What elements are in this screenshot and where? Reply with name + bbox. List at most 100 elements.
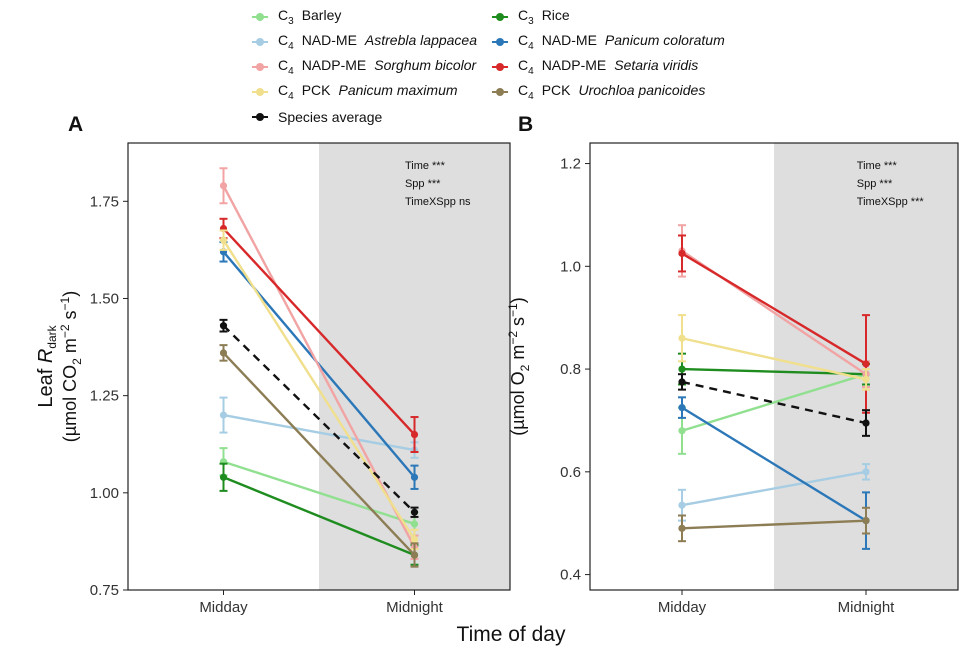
panel-b-line-barley: [681, 373, 867, 432]
panel-b-label: B: [518, 113, 533, 136]
legend-item-sorghum: C4 NADP-ME Sorghum bicolor: [250, 56, 476, 78]
legend-item-urochloa: C4 PCK Urochloa panicoides: [490, 81, 705, 103]
legend-label-panicum_col: C4 NAD-ME Panicum coloratum: [518, 32, 725, 52]
panel-b-y-tick-label: 0.8: [560, 361, 581, 378]
panel-a-line-urochloa: [222, 352, 416, 556]
panel-b-plot-frame: [589, 142, 959, 591]
legend-swatch-barley: [250, 6, 270, 28]
legend-item-panicum_max: C4 PCK Panicum maximum: [250, 81, 458, 103]
panel-a-point-average: [410, 508, 419, 516]
panel-b-series-astrebla: [678, 463, 870, 522]
panel-a-point-average: [219, 322, 228, 330]
panel-a-y-tick-label: 1.50: [90, 290, 119, 307]
x-axis-title: Time of day: [457, 623, 566, 646]
legend-item-rice: C3 Rice: [490, 6, 570, 28]
panel-a: 0.75 1.00 1.25 1.50 1.75 Midday Midnight A Time …: [35, 113, 511, 616]
panel-b-point-setaria: [678, 249, 686, 258]
panel-b-point-urochloa: [862, 517, 870, 525]
panel-b-point-average: [678, 378, 686, 386]
panel-b-point-rice: [678, 365, 686, 373]
panel-a-y-tick-label: 0.75: [90, 582, 119, 599]
panel-a-line-average: [222, 324, 416, 514]
panel-b-line-panicum_col: [681, 406, 867, 522]
legend-swatch-average: [250, 106, 270, 128]
panel-b-point-panicum_max: [862, 375, 870, 383]
legend-swatch-panicum_col: [490, 31, 510, 53]
legend-item-average: Species average: [250, 106, 382, 128]
panel-b-x-tick-label: Midnight: [838, 599, 896, 616]
panel-a-line-sorghum: [222, 185, 416, 548]
panel-b-point-average: [862, 419, 870, 427]
legend-label-astrebla: C4 NAD-ME Astrebla lappacea: [278, 32, 477, 52]
panel-b-series-urochloa: [678, 506, 870, 543]
panel-b-line-setaria: [681, 252, 867, 365]
panel-a-x-tick-label: Midday: [199, 599, 248, 616]
legend-swatch-panicum_max: [250, 81, 270, 103]
legend-item-setaria: C4 NADP-ME Setaria viridis: [490, 56, 698, 78]
panel-a-series-urochloa: [219, 344, 419, 568]
panel-b-x-tick-label: Midday: [658, 599, 707, 616]
panel-a-line-setaria: [222, 227, 416, 436]
panel-b-line-astrebla: [681, 470, 867, 507]
panel-a-point-sorghum: [219, 182, 228, 190]
legend-item-panicum_col: C4 NAD-ME Panicum coloratum: [490, 31, 725, 53]
panel-b-series-setaria: [678, 234, 870, 414]
panel-b-point-panicum_max: [678, 334, 686, 342]
panel-b-y-tick-label: 0.4: [560, 567, 581, 584]
panel-a-point-panicum_max: [219, 236, 228, 244]
panel-a-y-tick-label: 1.25: [90, 388, 119, 405]
panel-b-line-panicum_max: [681, 337, 867, 381]
panel-a-line-barley: [223, 460, 415, 526]
panel-a-point-urochloa: [410, 551, 419, 559]
legend-label-sorghum: C4 NADP-ME Sorghum bicolor: [278, 57, 477, 77]
panel-b-y-tick-label: 0.6: [560, 464, 581, 481]
panel-b-stats-text: Spp ***: [857, 178, 893, 190]
legend-label-setaria: C4 NADP-ME Setaria viridis: [518, 57, 699, 77]
panel-b-point-astrebla: [678, 501, 686, 509]
panel-b-y-axis-title-line2: (µmol O2 m−2 s−1): [506, 297, 532, 435]
legend-label-barley: C3 Barley: [278, 7, 342, 27]
panel-b-line-urochloa: [681, 519, 867, 530]
panel-b-point-astrebla: [862, 468, 870, 476]
panel-b-line-average: [681, 380, 867, 425]
legend-label-rice: C3 Rice: [518, 7, 570, 27]
panel-b-stats-text: TimeXSpp ***: [857, 196, 925, 208]
legend-label-urochloa: C4 PCK Urochloa panicoides: [518, 82, 706, 102]
panel-a-stats-text: TimeXSpp ns: [405, 196, 471, 208]
panel-a-point-panicum_max: [410, 535, 419, 544]
panel-a-plot-frame: [127, 142, 511, 591]
panel-b-y-tick-label: 1.2: [560, 156, 581, 173]
panel-b-stats-text: Time ***: [857, 160, 898, 172]
panel-b-series-panicum_max: [678, 314, 870, 391]
panel-a-line-astrebla: [223, 413, 415, 452]
legend-label-average: Species average: [278, 109, 383, 125]
panel-a-y-axis-title-line2: (µmol CO2 m−2 s−1): [58, 291, 84, 442]
panel-b-point-setaria: [862, 360, 870, 368]
panel-a-series-average: [219, 318, 419, 518]
panel-a-y-tick-label: 1.75: [90, 193, 119, 210]
legend-item-astrebla: C4 NAD-ME Astrebla lappacea: [250, 31, 477, 53]
panel-a-stats-text: Time ***: [405, 160, 446, 172]
panel-b-point-panicum_col: [678, 404, 686, 412]
panel-a-point-rice: [219, 473, 228, 481]
panel-a-point-astrebla: [219, 411, 228, 419]
legend-item-barley: C3 Barley: [250, 6, 341, 28]
legend-swatch-astrebla: [250, 31, 270, 53]
panel-a-x-tick-label: Midnight: [386, 599, 444, 616]
legend-swatch-setaria: [490, 56, 510, 78]
panel-a-y-axis-title-line1: Leaf Rdark: [35, 324, 59, 407]
legend-swatch-sorghum: [250, 56, 270, 78]
panel-a-line-panicum_max: [222, 239, 416, 541]
panel-a-stats-text: Spp ***: [405, 178, 441, 190]
panel-b-point-urochloa: [678, 524, 686, 532]
panel-a-point-urochloa: [219, 349, 228, 357]
panel-a-line-rice: [223, 476, 415, 557]
panel-a-y-tick-label: 1.00: [90, 485, 119, 502]
legend-label-panicum_max: C4 PCK Panicum maximum: [278, 82, 458, 102]
panel-b-series-average: [678, 373, 870, 437]
panel-b-point-barley: [678, 427, 686, 435]
panel-a-point-barley: [410, 520, 419, 528]
panel-b-y-tick-label: 1.0: [560, 258, 581, 275]
legend: C3 Barley C3 Rice C4 NAD-ME Astrebla lappacea C…: [250, 2, 810, 134]
